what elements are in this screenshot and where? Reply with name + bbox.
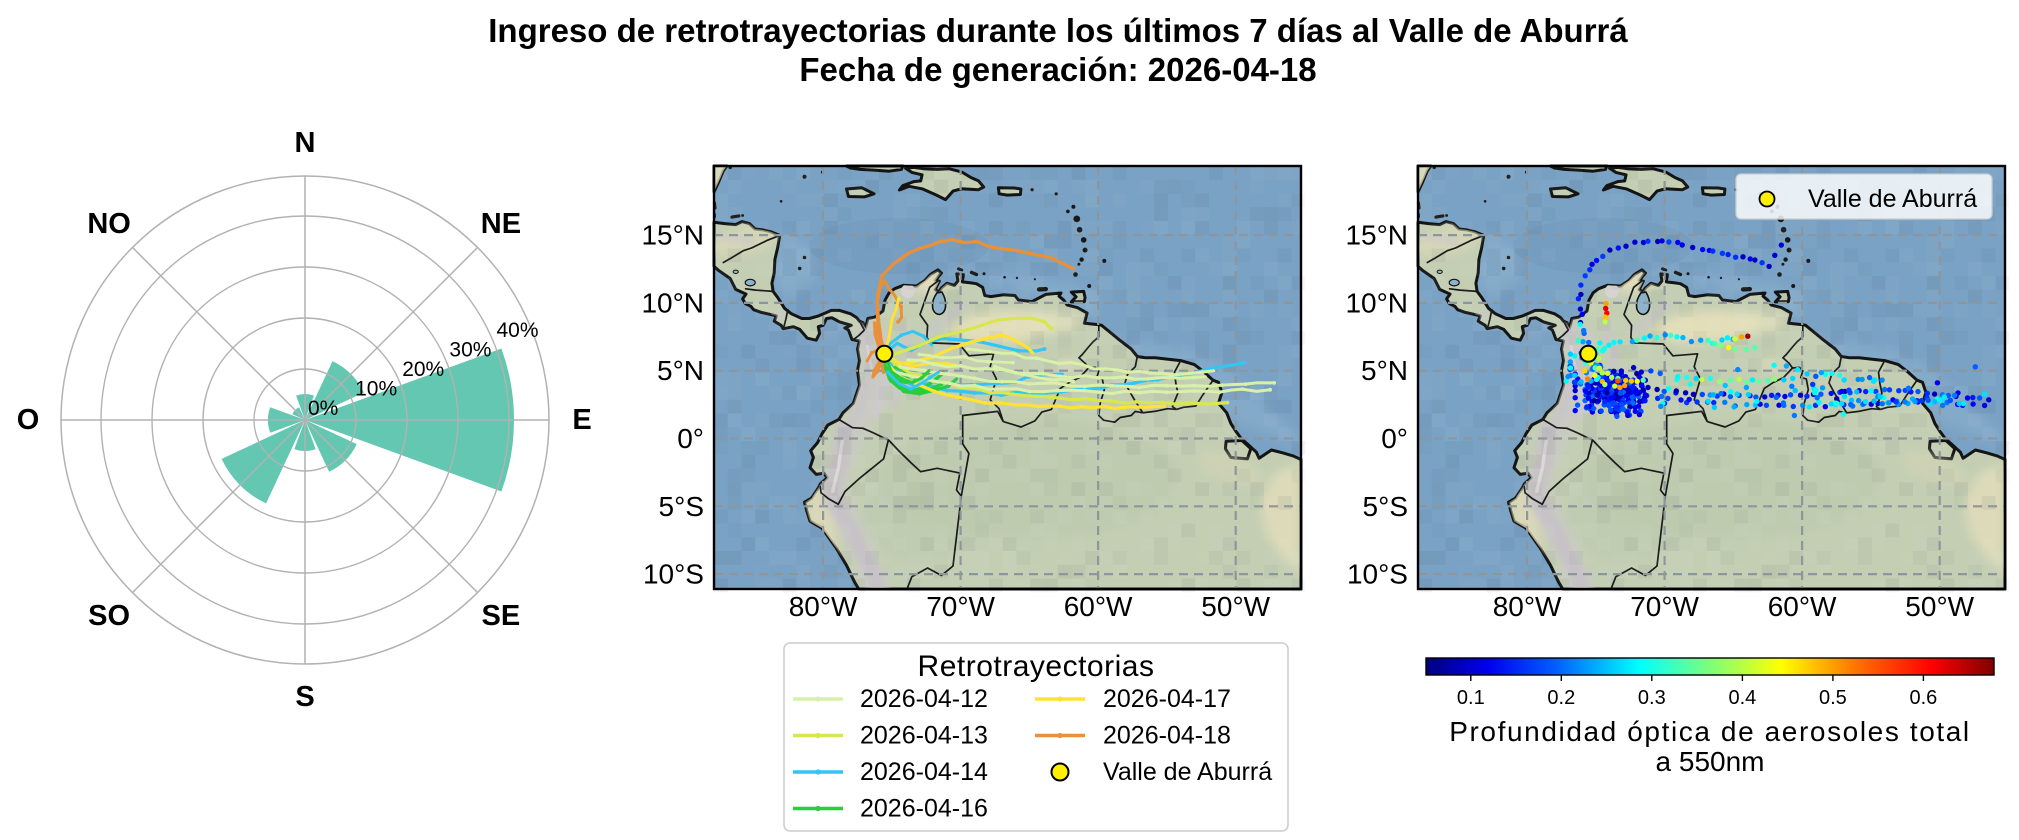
svg-text:70°W: 70°W (926, 591, 995, 622)
svg-text:10°N: 10°N (641, 287, 704, 318)
svg-text:0.5: 0.5 (1819, 687, 1847, 709)
svg-text:NE: NE (481, 208, 521, 240)
svg-text:2026-04-17: 2026-04-17 (1103, 685, 1231, 713)
svg-text:0%: 0% (308, 397, 338, 420)
svg-text:30%: 30% (449, 338, 491, 361)
svg-text:E: E (572, 404, 591, 436)
svg-text:0.1: 0.1 (1457, 687, 1485, 709)
svg-text:15°N: 15°N (641, 220, 704, 251)
svg-text:5°N: 5°N (1361, 355, 1408, 386)
svg-text:Valle de Aburrá: Valle de Aburrá (1808, 185, 1977, 213)
svg-text:Ingreso de retrotrayectorias d: Ingreso de retrotrayectorias durante los… (488, 12, 1628, 49)
svg-text:0.3: 0.3 (1638, 687, 1666, 709)
svg-text:10°S: 10°S (643, 559, 704, 590)
svg-text:Valle de Aburrá: Valle de Aburrá (1103, 758, 1272, 786)
svg-text:20%: 20% (402, 358, 444, 381)
svg-text:50°W: 50°W (1201, 591, 1270, 622)
svg-text:0°: 0° (1381, 423, 1408, 454)
svg-text:2026-04-18: 2026-04-18 (1103, 722, 1231, 750)
svg-text:15°N: 15°N (1345, 220, 1408, 251)
svg-text:80°W: 80°W (789, 591, 858, 622)
svg-text:2026-04-12: 2026-04-12 (860, 685, 988, 713)
svg-text:SE: SE (482, 600, 521, 632)
svg-text:NO: NO (87, 208, 131, 240)
svg-text:2026-04-13: 2026-04-13 (860, 722, 988, 750)
svg-text:5°N: 5°N (657, 355, 704, 386)
svg-text:N: N (295, 127, 316, 159)
svg-text:Profundidad óptica de aerosole: Profundidad óptica de aerosoles total (1449, 716, 1971, 747)
svg-text:70°W: 70°W (1630, 591, 1699, 622)
svg-text:10°N: 10°N (1345, 287, 1408, 318)
svg-text:10°S: 10°S (1347, 559, 1408, 590)
svg-text:2026-04-14: 2026-04-14 (860, 758, 988, 786)
svg-text:60°W: 60°W (1064, 591, 1133, 622)
svg-text:5°S: 5°S (1363, 491, 1408, 522)
svg-text:S: S (295, 681, 314, 713)
svg-text:80°W: 80°W (1493, 591, 1562, 622)
svg-text:O: O (17, 404, 40, 436)
svg-text:0.2: 0.2 (1547, 687, 1575, 709)
svg-text:50°W: 50°W (1905, 591, 1974, 622)
svg-text:2026-04-16: 2026-04-16 (860, 795, 988, 823)
svg-text:5°S: 5°S (659, 491, 704, 522)
svg-text:0.4: 0.4 (1728, 687, 1756, 709)
svg-text:40%: 40% (497, 319, 539, 342)
svg-text:0°: 0° (677, 423, 704, 454)
svg-text:60°W: 60°W (1768, 591, 1837, 622)
svg-text:10%: 10% (355, 378, 397, 401)
svg-text:Retrotrayectorias: Retrotrayectorias (918, 650, 1155, 683)
svg-text:Fecha de generación: 2026-04-1: Fecha de generación: 2026-04-18 (799, 51, 1316, 88)
svg-text:SO: SO (88, 600, 130, 632)
svg-text:a 550nm: a 550nm (1656, 746, 1765, 777)
svg-text:0.6: 0.6 (1909, 687, 1937, 709)
